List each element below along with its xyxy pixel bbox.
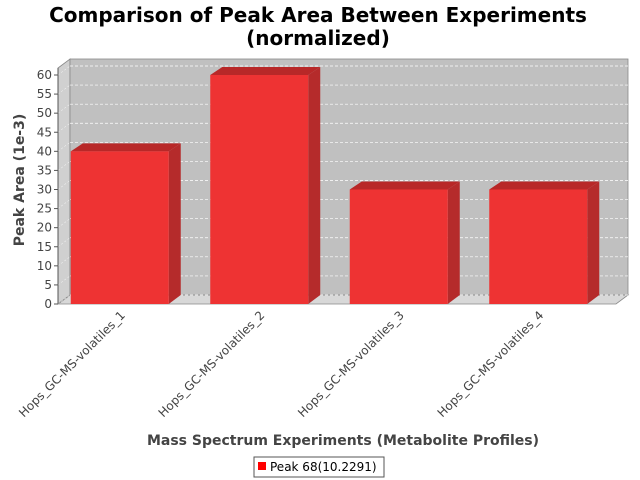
gridline-wall <box>57 199 71 209</box>
bars <box>70 67 600 304</box>
gridline-wall <box>57 65 71 76</box>
y-tick-label: 0 <box>44 297 52 311</box>
bar-front <box>349 189 448 304</box>
legend-series-label: Peak 68(10.2291) <box>270 460 377 474</box>
bar-side <box>168 143 181 304</box>
y-axis: 0 5 10 15 20 25 30 35 40 45 50 55 60 <box>37 68 59 311</box>
bar-side <box>308 67 321 304</box>
bar-front <box>489 189 588 304</box>
gridline-wall <box>57 218 71 228</box>
legend: Peak 68(10.2291) <box>253 456 385 478</box>
gridline-wall <box>57 237 71 247</box>
y-axis-label: Peak Area (1e-3) <box>12 114 28 247</box>
chart-title-line2: (normalized) <box>246 26 390 50</box>
y-tick-label: 55 <box>37 87 52 101</box>
gridline-wall <box>57 180 71 190</box>
plot-left-wall <box>57 58 71 305</box>
gridline-wall <box>57 161 71 171</box>
bar <box>210 67 321 304</box>
legend-swatch <box>258 462 266 470</box>
x-axis: Hops_GC-MS-volatiles_1 Hops_GC-MS-volatil… <box>16 308 546 420</box>
y-tick-label: 35 <box>37 163 52 177</box>
y-tick-label: 10 <box>37 259 52 273</box>
y-tick-label: 45 <box>37 125 52 139</box>
bar-top <box>349 181 460 190</box>
legend-box <box>253 456 385 478</box>
gridline-wall <box>57 103 71 114</box>
bar-top <box>489 181 600 190</box>
bar-side <box>587 181 600 304</box>
chart-title-line1: Comparison of Peak Area Between Experime… <box>49 3 587 27</box>
y-tick-label: 15 <box>37 240 52 254</box>
x-tick-label: Hops_GC-MS-volatiles_2 <box>156 308 268 420</box>
bar <box>349 181 460 304</box>
gridline-wall <box>57 275 71 286</box>
gridline-wall <box>57 142 71 152</box>
y-tick-label: 30 <box>37 183 52 197</box>
bar-front <box>70 151 169 304</box>
y-tick-label: 50 <box>37 106 52 120</box>
bar-top <box>70 143 181 152</box>
bar-side <box>447 181 460 304</box>
x-tick-label: Hops_GC-MS-volatiles_3 <box>295 308 407 420</box>
gridline-wall <box>57 294 71 305</box>
x-tick-label: Hops_GC-MS-volatiles_1 <box>16 308 128 420</box>
bar <box>70 143 181 304</box>
x-tick-label: Hops_GC-MS-volatiles_4 <box>435 308 547 420</box>
y-tick-label: 60 <box>37 68 52 82</box>
x-axis-label: Mass Spectrum Experiments (Metabolite Pr… <box>147 433 539 449</box>
y-tick-label: 5 <box>44 278 52 292</box>
bar-front <box>210 75 309 304</box>
gridline-wall <box>57 256 71 267</box>
y-tick-label: 25 <box>37 202 52 216</box>
bar <box>489 181 600 304</box>
y-tick-label: 40 <box>37 144 52 158</box>
gridline-wall <box>57 84 71 95</box>
y-tick-label: 20 <box>37 221 52 235</box>
gridline-wall <box>57 123 71 133</box>
bar-top <box>210 67 321 75</box>
